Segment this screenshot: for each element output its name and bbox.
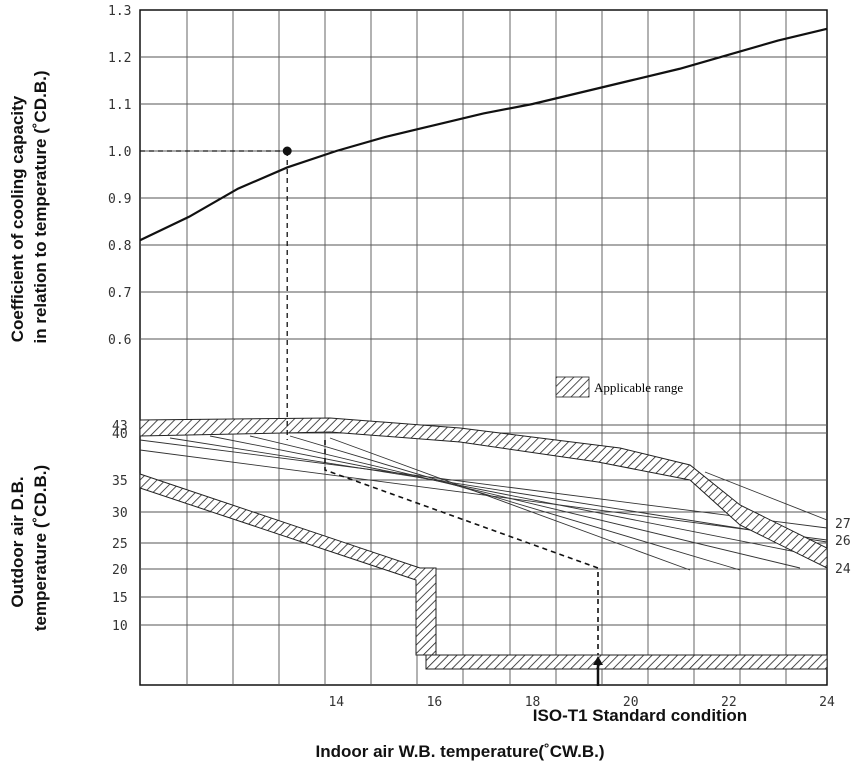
upper-y-tick-label: 1.1 [108, 98, 131, 113]
right-curve-label: 27 [835, 517, 851, 532]
lower-y-tick-label: 25 [112, 537, 128, 552]
x-tick-label: 22 [721, 695, 737, 710]
range-diagonal-line [169, 437, 828, 543]
lower-y-tick-label: 30 [112, 506, 128, 521]
lower-y-tick-label: 15 [112, 591, 128, 606]
grid-lines [139, 9, 828, 686]
range-diagonal-line [139, 439, 828, 529]
bottom-range-band [425, 654, 828, 670]
upper-ylabel-line2: in relation to temperature (˚CD.B.) [31, 70, 50, 344]
x-tick-label: 14 [328, 695, 344, 710]
iso-dashed-line [324, 440, 599, 655]
x-tick-label: 20 [623, 695, 639, 710]
plot-frame [139, 9, 828, 686]
upper-y-tick-label: 1.0 [108, 145, 131, 160]
right-curve-label: 26 [835, 534, 851, 549]
capacity-curve-line [139, 27, 828, 242]
range-diagonal-line [209, 435, 828, 559]
lower-y-tick-label: 43 [112, 419, 128, 434]
upper-y-tick-label: 0.6 [108, 333, 131, 348]
diagonal-lines [139, 435, 828, 655]
x-tick-label: 16 [427, 695, 443, 710]
x-axis-label: Indoor air W.B. temperature(˚CW.B.) [315, 742, 605, 761]
iso-arrow [593, 656, 603, 686]
range-diagonal-line [139, 449, 828, 541]
range-diagonal-line [704, 471, 828, 521]
hatched-boundaries [139, 417, 828, 670]
lower-y-tick-label: 40 [112, 427, 128, 442]
lower-y-tick-label: 20 [112, 563, 128, 578]
range-diagonal-line [249, 435, 801, 569]
legend-swatch [555, 376, 590, 398]
right-curve-label: 24 [835, 562, 851, 577]
upper-ylabel-line1: Coefficient of cooling capacity [8, 95, 27, 343]
upper-y-tick-label: 1.2 [108, 51, 131, 66]
range-diagonal-line [289, 435, 741, 571]
legend-label: Applicable range [594, 380, 683, 395]
upper-y-tick-label: 0.9 [108, 192, 131, 207]
capacity-curve [139, 27, 828, 440]
upper-y-tick-label: 0.7 [108, 286, 131, 301]
upper-range-band [139, 417, 828, 569]
range-diagonal-line [329, 437, 691, 571]
capacity-marker-point [282, 146, 292, 156]
lower-ylabel-line1: Outdoor air D.B. [8, 476, 27, 608]
lower-ylabel-line2: temperature (˚CD.B.) [31, 464, 50, 632]
left-range-band [139, 473, 437, 656]
legend: Applicable range [555, 376, 683, 398]
x-tick-label: 24 [819, 695, 835, 710]
upper-y-tick-label: 0.8 [108, 239, 131, 254]
lower-y-tick-label: 10 [112, 619, 128, 634]
x-tick-label: 18 [525, 695, 541, 710]
upper-y-tick-label: 1.3 [108, 4, 131, 19]
lower-y-tick-label: 35 [112, 474, 128, 489]
iso-standard-label: ISO-T1 Standard condition [532, 706, 748, 725]
